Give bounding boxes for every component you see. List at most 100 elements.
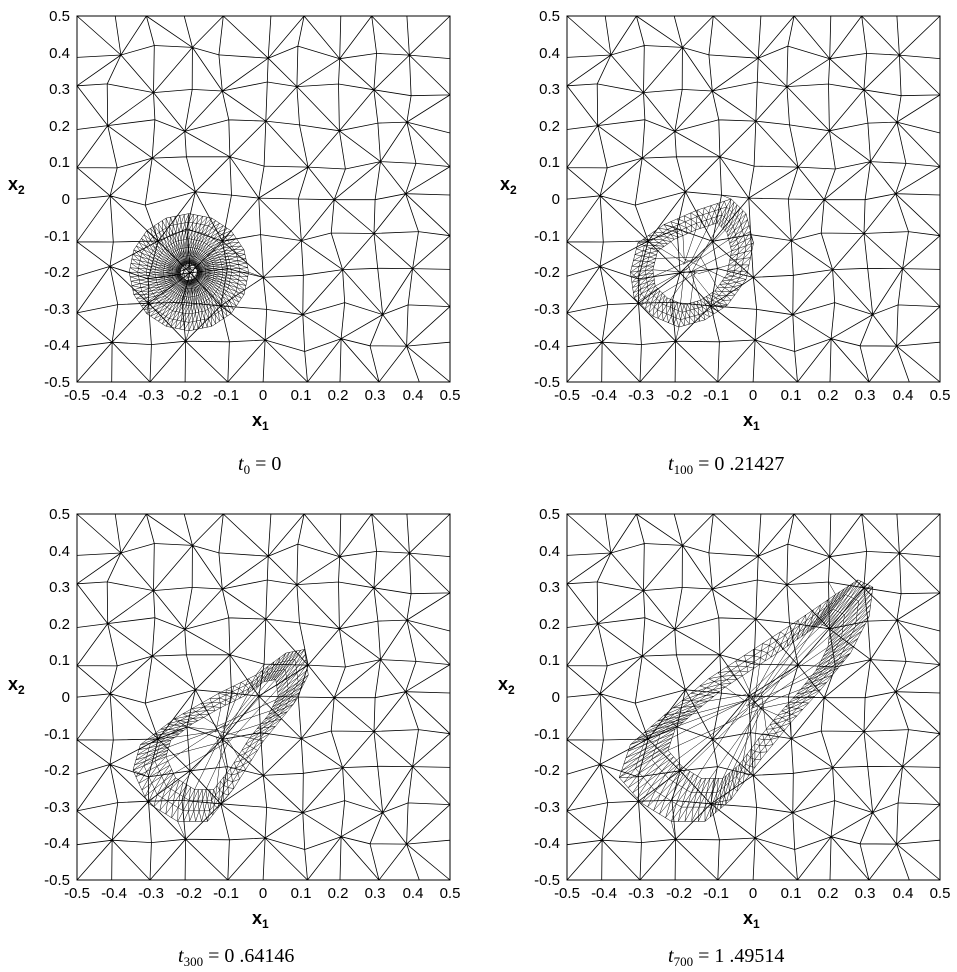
svg-text:x2: x2 xyxy=(8,674,25,697)
panel-1-xtick: 0.1 xyxy=(291,387,312,404)
panel-1-x-ticks: -0.5 -0.4 -0.3 -0.2 -0.1 0 0.1 0.2 0.3 0… xyxy=(64,387,460,404)
panel-3-xtick: 0.5 xyxy=(440,885,461,902)
panel-3-xtick: -0.5 xyxy=(64,885,90,902)
panel-4-xlabel: x1 xyxy=(743,908,760,931)
panel-3-ytick: 0.3 xyxy=(49,579,70,596)
panel-4-ytick: 0.1 xyxy=(539,652,560,669)
panel-1-ytick: -0.5 xyxy=(44,374,70,391)
panel-4-ytick: -0.4 xyxy=(534,835,560,852)
panel-4-xtick: -0.3 xyxy=(628,885,654,902)
panel-2-ylabel: x2 xyxy=(500,174,517,197)
panel-2-xtick: 0.2 xyxy=(818,387,839,404)
panel-2-ytick: 0.5 xyxy=(539,8,560,25)
panel-2-ytick: -0.1 xyxy=(534,228,560,245)
panel-3-ytick: 0 xyxy=(62,689,70,706)
panel-3-y-ticks: 0.5 0.4 0.3 0.2 0.1 0 -0.1 -0.2 -0.3 -0.… xyxy=(44,506,70,889)
panel-4-xtick: 0 xyxy=(749,885,757,902)
refined-mesh-region xyxy=(618,579,874,840)
svg-text:x2: x2 xyxy=(500,174,517,197)
svg-text:t700 = 1 .49514: t700 = 1 .49514 xyxy=(668,945,784,969)
panel-2-xtick: -0.1 xyxy=(703,387,729,404)
panel-4: -0.5 -0.4 -0.3 -0.2 -0.1 0 0.1 0.2 0.3 0… xyxy=(498,506,950,969)
panel-3-ylabel: x2 xyxy=(8,674,25,697)
panel-4-ytick: -0.5 xyxy=(534,872,560,889)
panel-4-y-ticks: 0.5 0.4 0.3 0.2 0.1 0 -0.1 -0.2 -0.3 -0.… xyxy=(534,506,560,889)
panel-4-ytick: 0.3 xyxy=(539,579,560,596)
panel-3-frame xyxy=(76,513,451,881)
panel-3-xlabel: x1 xyxy=(252,908,269,931)
svg-text:t100 = 0 .21427: t100 = 0 .21427 xyxy=(668,453,784,477)
panel-1-xtick: -0.3 xyxy=(138,387,164,404)
svg-text:t300 = 0 .64146: t300 = 0 .64146 xyxy=(178,945,294,969)
panel-1-ytick: 0.5 xyxy=(49,8,70,25)
panel-4-caption: t700 = 1 .49514 xyxy=(668,945,784,969)
panel-2-y-ticks: 0.5 0.4 0.3 0.2 0.1 0 -0.1 -0.2 -0.3 -0.… xyxy=(534,8,560,391)
background-mesh xyxy=(566,513,941,881)
panel-2-ytick: 0.4 xyxy=(539,45,560,62)
panel-3-xtick: -0.4 xyxy=(101,885,127,902)
panel-2-mesh xyxy=(566,15,941,383)
panel-3-xtick: 0.2 xyxy=(328,885,349,902)
panel-1-xtick: 0.2 xyxy=(328,387,349,404)
panel-2-ytick: -0.2 xyxy=(534,264,560,281)
svg-text:x1: x1 xyxy=(252,410,269,433)
refined-mesh-region xyxy=(132,649,309,840)
panel-4-xtick: 0.4 xyxy=(893,885,914,902)
panel-4-xtick: 0.1 xyxy=(781,885,802,902)
panel-3-caption: t300 = 0 .64146 xyxy=(178,945,294,969)
panel-1-ytick: 0.2 xyxy=(49,118,70,135)
panel-3-ytick: -0.3 xyxy=(44,799,70,816)
panel-4-ytick: 0 xyxy=(552,689,560,706)
panel-1-frame xyxy=(76,15,451,383)
panel-4-xtick: -0.4 xyxy=(591,885,617,902)
panel-1-mesh xyxy=(76,15,451,383)
panel-1-xtick: -0.4 xyxy=(101,387,127,404)
panel-1-xtick: -0.2 xyxy=(176,387,202,404)
panel-3-xtick: 0 xyxy=(259,885,267,902)
svg-text:x1: x1 xyxy=(743,908,760,931)
background-mesh xyxy=(76,15,451,383)
panel-2-frame xyxy=(566,15,941,383)
panel-4-xtick: -0.2 xyxy=(666,885,692,902)
panel-2-ytick: 0.2 xyxy=(539,118,560,135)
panel-2-xlabel: x1 xyxy=(743,410,760,433)
svg-text:t0 = 0: t0 = 0 xyxy=(238,453,281,477)
panel-1-xlabel: x1 xyxy=(252,410,269,433)
panel-4-ytick: 0.4 xyxy=(539,543,560,560)
panel-3-ytick: -0.5 xyxy=(44,872,70,889)
panel-1-xtick: -0.5 xyxy=(64,387,90,404)
panel-2-xtick: -0.4 xyxy=(591,387,617,404)
panel-1-ylabel: x2 xyxy=(8,174,25,197)
panel-3-xtick: 0.3 xyxy=(365,885,386,902)
panel-3-ytick: 0.5 xyxy=(49,506,70,523)
panel-2-ytick: -0.5 xyxy=(534,374,560,391)
panel-1-xtick: -0.1 xyxy=(213,387,239,404)
svg-text:x1: x1 xyxy=(743,410,760,433)
panel-4-ytick: 0.2 xyxy=(539,616,560,633)
panel-3-x-ticks: -0.5 -0.4 -0.3 -0.2 -0.1 0 0.1 0.2 0.3 0… xyxy=(64,885,460,902)
panel-1-xtick: 0.5 xyxy=(440,387,461,404)
panel-1-ytick: -0.2 xyxy=(44,264,70,281)
panel-4-xtick: -0.1 xyxy=(703,885,729,902)
panel-2-ytick: -0.3 xyxy=(534,301,560,318)
panel-3-ytick: -0.4 xyxy=(44,835,70,852)
panel-2-xtick: -0.3 xyxy=(628,387,654,404)
panel-1-y-ticks: 0.5 0.4 0.3 0.2 0.1 0 -0.1 -0.2 -0.3 -0.… xyxy=(44,8,70,391)
panel-1-caption: t0 = 0 xyxy=(238,453,281,477)
panel-2-ytick: -0.4 xyxy=(534,337,560,354)
panel-1-ytick: -0.1 xyxy=(44,228,70,245)
svg-text:x2: x2 xyxy=(498,674,515,697)
panel-1-xtick: 0.3 xyxy=(365,387,386,404)
panel-2: -0.5 -0.4 -0.3 -0.2 -0.1 0 0.1 0.2 0.3 0… xyxy=(500,8,950,477)
panel-3-xtick: 0.1 xyxy=(291,885,312,902)
panel-4-frame xyxy=(566,513,941,881)
refined-mesh-region xyxy=(109,213,264,342)
panel-3-xtick: -0.1 xyxy=(213,885,239,902)
background-mesh xyxy=(566,15,941,383)
panel-4-ytick: -0.3 xyxy=(534,799,560,816)
refined-mesh-region xyxy=(630,194,754,342)
panel-2-ytick: 0.3 xyxy=(539,81,560,98)
panel-2-xtick: 0.4 xyxy=(893,387,914,404)
svg-text:x2: x2 xyxy=(8,174,25,197)
panel-3-xtick: 0.4 xyxy=(403,885,424,902)
